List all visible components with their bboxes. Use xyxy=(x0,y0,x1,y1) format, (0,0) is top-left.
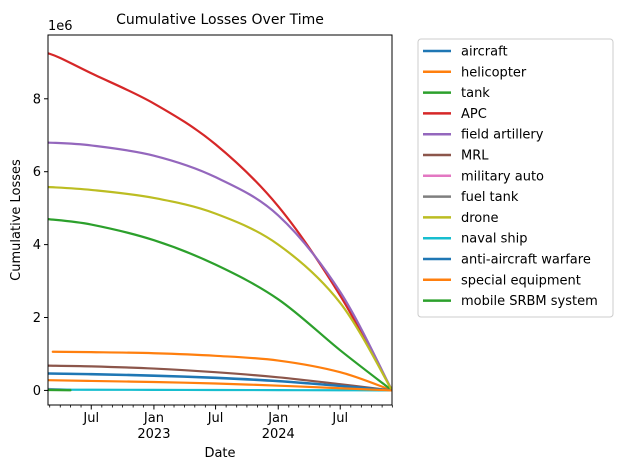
x-tick-label: Jul xyxy=(207,411,224,426)
legend-label: MRL xyxy=(461,149,489,164)
plot-frame xyxy=(47,34,393,406)
series-line xyxy=(48,379,392,392)
x-tick-label: Jan xyxy=(267,411,288,426)
legend-frame xyxy=(417,38,614,318)
legend-label: APC xyxy=(461,107,487,122)
y-axis-label: Cumulative Losses xyxy=(9,159,24,281)
x-tick-year-label: 2024 xyxy=(262,427,295,442)
legend-label: mobile SRBM system xyxy=(461,294,598,309)
y-axis-ticks: 0 2 4 6 8 xyxy=(33,92,48,399)
series-line xyxy=(48,217,392,392)
y-tick-label: 4 xyxy=(33,238,41,253)
series-line xyxy=(48,364,392,392)
series-line xyxy=(48,141,392,392)
legend-label: naval ship xyxy=(461,232,528,247)
series-line xyxy=(51,350,392,392)
series-line xyxy=(48,185,392,392)
legend-label: tank xyxy=(461,86,490,101)
y-axis-multiplier: 1e6 xyxy=(48,19,73,34)
x-tick-year-label: 2023 xyxy=(137,427,170,442)
x-tick-label: Jan xyxy=(143,411,164,426)
legend-label: special equipment xyxy=(461,273,581,288)
legend-label: fuel tank xyxy=(461,190,519,205)
chart-title: Cumulative Losses Over Time xyxy=(116,12,324,28)
y-tick-label: 6 xyxy=(33,165,41,180)
legend-label: helicopter xyxy=(461,65,527,80)
legend-label: drone xyxy=(461,211,499,226)
legend-label: aircraft xyxy=(461,45,508,60)
legend-label: military auto xyxy=(461,169,544,184)
legend: aircraft helicopter tank APC field artillery… xyxy=(417,38,614,318)
series-line xyxy=(48,52,392,392)
x-axis-label: Date xyxy=(204,446,235,461)
legend-label: field artillery xyxy=(461,128,544,143)
x-tick-label: Jul xyxy=(82,411,99,426)
series-line xyxy=(48,372,392,392)
plot-lines xyxy=(48,52,392,392)
legend-label: anti-aircraft warfare xyxy=(461,253,591,268)
y-tick-label: 2 xyxy=(33,311,41,326)
y-tick-label: 8 xyxy=(33,92,41,107)
series-line xyxy=(48,388,392,392)
y-tick-label: 0 xyxy=(33,384,41,399)
x-tick-label: Jul xyxy=(331,411,348,426)
